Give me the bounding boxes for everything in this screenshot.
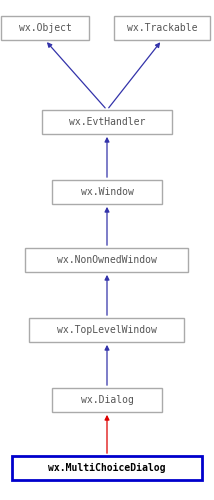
FancyBboxPatch shape: [114, 16, 210, 40]
FancyBboxPatch shape: [30, 318, 184, 342]
FancyBboxPatch shape: [1, 16, 89, 40]
FancyBboxPatch shape: [25, 248, 189, 272]
FancyBboxPatch shape: [52, 180, 162, 204]
FancyBboxPatch shape: [12, 456, 202, 480]
Text: wx.TopLevelWindow: wx.TopLevelWindow: [57, 325, 157, 335]
FancyBboxPatch shape: [52, 388, 162, 412]
Text: wx.EvtHandler: wx.EvtHandler: [69, 117, 145, 127]
Text: wx.Window: wx.Window: [80, 187, 134, 197]
Text: wx.NonOwnedWindow: wx.NonOwnedWindow: [57, 255, 157, 265]
FancyBboxPatch shape: [42, 110, 172, 134]
Text: wx.Dialog: wx.Dialog: [80, 395, 134, 405]
Text: wx.Trackable: wx.Trackable: [127, 23, 197, 33]
Text: wx.MultiChoiceDialog: wx.MultiChoiceDialog: [48, 463, 166, 473]
Text: wx.Object: wx.Object: [19, 23, 71, 33]
